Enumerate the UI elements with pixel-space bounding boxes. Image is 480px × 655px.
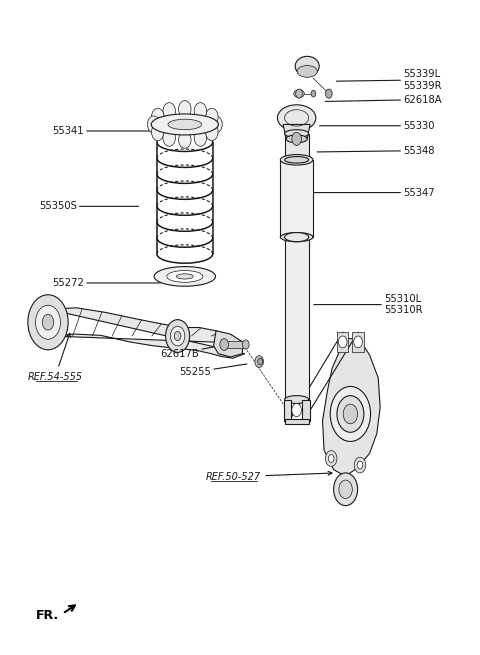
Circle shape: [170, 326, 185, 346]
Text: 55341: 55341: [52, 126, 168, 136]
Ellipse shape: [177, 274, 193, 279]
Text: 55339L
55339R: 55339L 55339R: [336, 69, 442, 90]
Circle shape: [163, 103, 176, 120]
Polygon shape: [48, 308, 245, 358]
Bar: [224, 341, 243, 348]
Circle shape: [338, 336, 347, 348]
Ellipse shape: [297, 66, 317, 77]
Ellipse shape: [167, 271, 203, 282]
Text: 55255: 55255: [180, 364, 247, 377]
Circle shape: [339, 480, 352, 498]
Circle shape: [343, 404, 358, 424]
Circle shape: [220, 339, 228, 350]
Circle shape: [205, 124, 218, 141]
Text: 55350S: 55350S: [39, 201, 139, 212]
Circle shape: [255, 356, 264, 367]
Polygon shape: [323, 339, 380, 476]
Circle shape: [205, 108, 218, 125]
Text: 62617B: 62617B: [160, 346, 216, 359]
Circle shape: [210, 116, 222, 133]
Bar: [280, 160, 313, 237]
Ellipse shape: [285, 396, 309, 403]
Circle shape: [354, 457, 366, 473]
Circle shape: [42, 314, 54, 330]
Circle shape: [194, 103, 207, 120]
Circle shape: [152, 108, 164, 125]
Circle shape: [36, 305, 60, 339]
Circle shape: [292, 132, 301, 145]
Ellipse shape: [151, 114, 218, 135]
Bar: [285, 237, 309, 400]
Ellipse shape: [285, 233, 309, 242]
Text: 55348: 55348: [317, 145, 435, 156]
Ellipse shape: [280, 233, 313, 242]
Text: FR.: FR.: [36, 609, 59, 622]
Circle shape: [258, 358, 263, 365]
Circle shape: [152, 124, 164, 141]
Ellipse shape: [168, 119, 202, 130]
Circle shape: [337, 396, 364, 432]
Ellipse shape: [154, 267, 216, 286]
Circle shape: [194, 129, 207, 146]
Bar: [285, 419, 309, 424]
Circle shape: [311, 90, 316, 97]
Bar: [337, 332, 348, 352]
Text: 55347: 55347: [314, 187, 435, 198]
Polygon shape: [214, 331, 242, 357]
Text: 55330: 55330: [320, 121, 435, 131]
Ellipse shape: [169, 269, 201, 278]
Ellipse shape: [280, 155, 313, 165]
Circle shape: [174, 331, 181, 341]
Circle shape: [166, 320, 190, 352]
Ellipse shape: [286, 135, 307, 143]
Circle shape: [179, 101, 191, 118]
Circle shape: [296, 89, 302, 98]
Ellipse shape: [285, 130, 309, 138]
Text: REF.50-527: REF.50-527: [205, 471, 332, 482]
Circle shape: [357, 461, 363, 469]
Polygon shape: [283, 124, 310, 139]
Ellipse shape: [295, 56, 319, 76]
Bar: [352, 332, 364, 352]
Circle shape: [354, 336, 362, 348]
Text: 62618A: 62618A: [325, 94, 442, 105]
Circle shape: [179, 131, 191, 148]
Bar: [285, 134, 309, 160]
Circle shape: [28, 295, 68, 350]
Circle shape: [292, 403, 301, 417]
Text: REF.54-555: REF.54-555: [28, 333, 83, 382]
Text: 55310L
55310R: 55310L 55310R: [314, 294, 422, 315]
Circle shape: [325, 451, 337, 466]
Bar: [302, 400, 310, 421]
Circle shape: [242, 340, 249, 349]
Circle shape: [334, 473, 358, 506]
Circle shape: [147, 116, 160, 133]
Circle shape: [330, 386, 371, 441]
Text: 55272: 55272: [52, 278, 160, 288]
Ellipse shape: [285, 157, 309, 163]
Circle shape: [328, 455, 334, 462]
Ellipse shape: [294, 90, 304, 98]
Bar: [284, 400, 291, 421]
Ellipse shape: [277, 105, 316, 131]
Circle shape: [163, 129, 176, 146]
Circle shape: [325, 89, 332, 98]
